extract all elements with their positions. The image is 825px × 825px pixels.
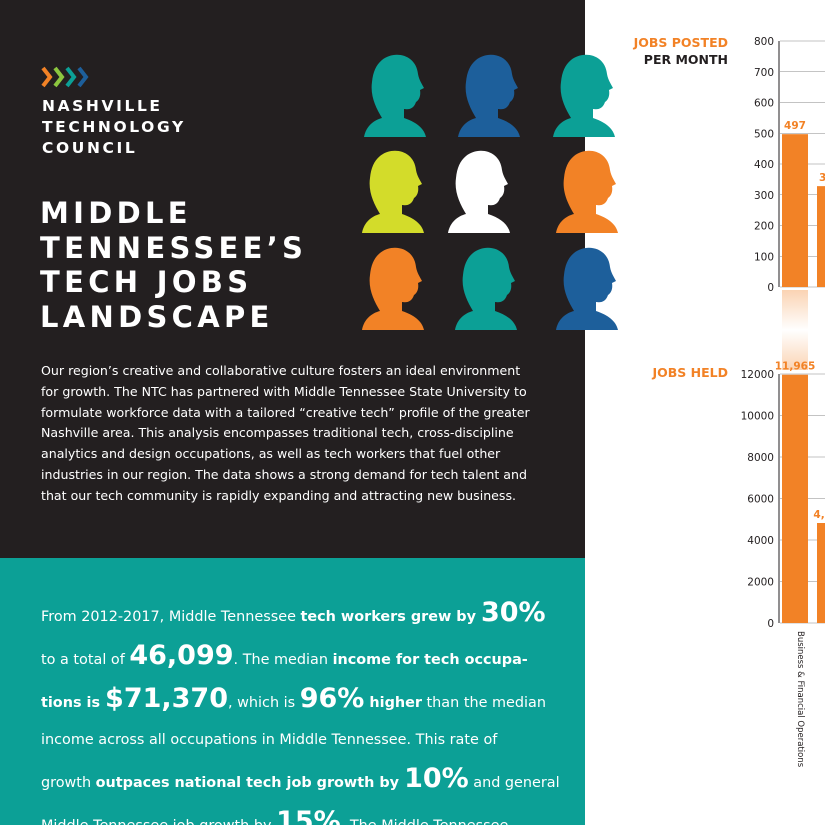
value-label: 497: [784, 120, 806, 132]
y-tick-label: 2000: [747, 577, 774, 589]
stats-segment: 96%: [299, 682, 365, 714]
stats-segment: growth: [41, 775, 96, 792]
stats-segment: to a total of: [41, 651, 130, 668]
value-label: 4,819: [813, 509, 825, 521]
y-tick-label: 10000: [741, 411, 774, 423]
value-label: 11,965: [775, 361, 816, 373]
charts: JOBS POSTED PER MONTH 0 100 200 300 400 500 600 7…: [633, 35, 825, 768]
stats-segment: higher: [364, 694, 422, 711]
x-tick-label: Business & Financial Operations: [795, 631, 805, 768]
stats-segment: tions is: [41, 694, 106, 711]
bar: [782, 134, 808, 287]
silhouette: [458, 54, 520, 137]
y-tick-label: 700: [754, 67, 774, 79]
stats-segment: $71,370: [105, 682, 229, 714]
y-tick-label: 800: [754, 36, 774, 48]
logo-line: COUNCIL: [42, 139, 138, 157]
y-tick-label: 600: [754, 98, 774, 110]
stats-segment: , which is: [228, 694, 300, 711]
silhouette: [448, 150, 510, 233]
logo-text: NASHVILLE TECHNOLOGY COUNCIL: [42, 96, 186, 159]
silhouette: [364, 54, 426, 137]
stats-segment: 15%: [276, 805, 341, 825]
y-tick-label: 6000: [747, 494, 774, 506]
title-line: TENNESSEE’S: [40, 230, 308, 265]
intro-line: formulate workforce data with a tailored…: [41, 404, 530, 420]
stats-segment: From 2012-2017, Middle Tennessee: [41, 609, 301, 625]
intro-line: that our tech community is rapidly expan…: [41, 487, 517, 503]
logo-mark: [41, 66, 89, 88]
stats-segment: 10%: [404, 763, 469, 795]
y-tick-label: 200: [754, 221, 774, 233]
stats-text: From 2012-2017, Middle Tennessee tech wo…: [41, 594, 560, 825]
logo-line: TECHNOLOGY: [42, 118, 186, 136]
intro-line: for growth. The NTC has partnered with M…: [41, 383, 527, 399]
value-label: 328: [819, 172, 825, 184]
intro-line: industries in our region. The data shows…: [41, 466, 527, 482]
stats-segment: than the median: [421, 694, 546, 711]
y-tick-label: 4000: [747, 535, 774, 547]
chart-title: JOBS HELD: [651, 365, 728, 380]
intro-line: analytics and design occupations, as wel…: [41, 446, 501, 462]
stats-line: to a total of 46,099. The median income …: [41, 637, 560, 680]
chart-subtitle: PER MONTH: [644, 52, 728, 67]
page-title: MIDDLE TENNESSEE’S TECH JOBS LANDSCAPE: [40, 196, 307, 334]
y-tick-label: 12000: [741, 369, 774, 381]
title-line: LANDSCAPE: [40, 299, 274, 334]
y-tick-label: 500: [754, 128, 774, 140]
y-tick-label: 0: [767, 618, 774, 630]
stats-line: Middle Tennessee job growth by 15%. The …: [41, 803, 560, 825]
y-tick-label: 100: [754, 251, 774, 263]
intro-text: Our region’s creative and collaborative …: [41, 361, 530, 507]
logo-and-silhouettes: [41, 54, 618, 330]
title-line: MIDDLE: [40, 196, 192, 230]
bar: [817, 523, 825, 623]
intro-line: Nashville area. This analysis encompasse…: [41, 425, 514, 441]
title-line: TECH JOBS: [40, 265, 253, 299]
bar: [817, 186, 825, 287]
stats-segment: 46,099: [129, 639, 234, 671]
logo-line: NASHVILLE: [42, 97, 163, 115]
stats-segment: Middle Tennessee job growth by: [41, 818, 276, 825]
stats-segment: 30%: [480, 597, 546, 628]
y-tick-label: 300: [754, 190, 774, 202]
stats-segment: . The Middle Tennessee: [341, 818, 509, 825]
stats-segment: income for tech occupa-: [332, 651, 528, 668]
chart-title: JOBS POSTED: [633, 35, 728, 50]
y-tick-label: 8000: [747, 452, 774, 464]
stats-segment: tech workers grew by: [300, 609, 481, 625]
stats-segment: outpaces national tech job growth by: [95, 775, 405, 792]
intro-line: Our region’s creative and collaborative …: [41, 363, 521, 378]
stats-line: tions is $71,370, which is 96% higher th…: [41, 680, 560, 723]
silhouette: [362, 150, 424, 233]
silhouette: [455, 247, 517, 330]
y-tick-label: 400: [754, 159, 774, 171]
silhouette: [362, 247, 424, 330]
stats-panel: [0, 558, 585, 825]
connector-fade: [782, 290, 808, 370]
stats-segment: . The median: [233, 651, 333, 668]
stats-line: income across all occupations in Middle …: [41, 722, 560, 760]
stats-line: From 2012-2017, Middle Tennessee tech wo…: [41, 594, 560, 637]
y-tick-label: 0: [767, 282, 774, 294]
stats-segment: income across all occupations in Middle …: [41, 732, 498, 749]
bar: [782, 374, 808, 623]
stats-segment: and general: [468, 775, 560, 792]
stats-line: growth outpaces national tech job growth…: [41, 760, 560, 803]
